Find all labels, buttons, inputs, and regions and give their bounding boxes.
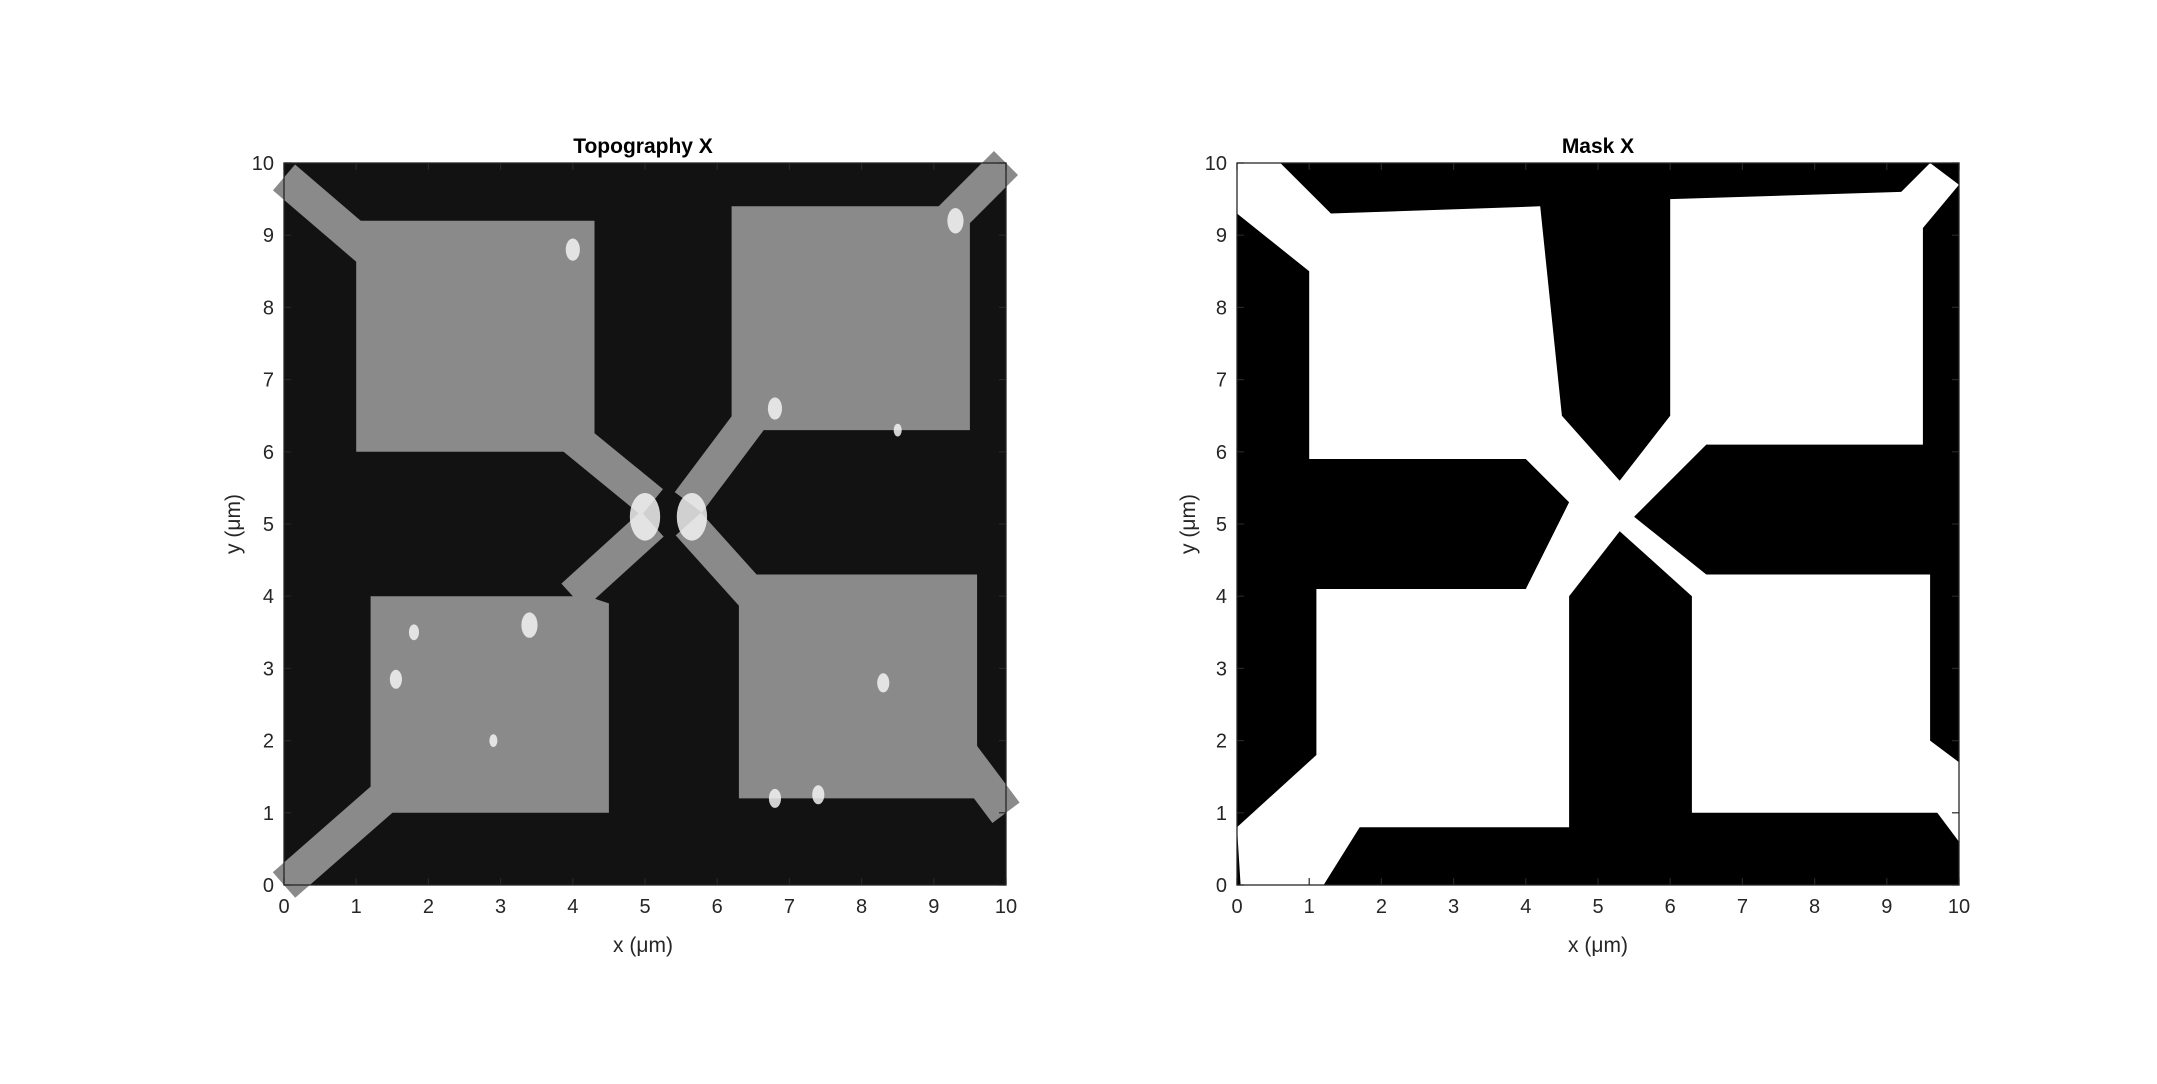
contact-pad [356, 220, 595, 452]
y-tick-label: 6 [1216, 442, 1227, 464]
y-tick-label: 9 [1216, 225, 1227, 247]
x-tick-label: 6 [1665, 896, 1676, 918]
y-tick-label: 0 [1216, 875, 1227, 897]
particle-spot [565, 238, 580, 261]
y-tick-label: 8 [1216, 297, 1227, 319]
x-tick-label: 3 [1448, 896, 1459, 918]
y-tick-label: 7 [1216, 370, 1227, 392]
mask-region [1237, 163, 1959, 885]
x-tick-label: 0 [1231, 896, 1242, 918]
lead-trace [674, 405, 767, 513]
particle-spot [676, 492, 708, 541]
y-tick-label: 1 [1216, 803, 1227, 825]
x-tick-label: 9 [928, 896, 939, 918]
mask-panel: Mask X x (μm) y (μm) 0 1 2 3 4 5 6 7 8 9 10 0 1 2 3 4 5 6… [1177, 135, 1970, 957]
y-tick-label: 3 [1216, 658, 1227, 680]
contact-pad [731, 206, 970, 431]
x-tick-label: 2 [1376, 896, 1387, 918]
particle-spot [893, 423, 902, 437]
x-tick-label: 6 [712, 896, 723, 918]
x-tick-label: 4 [1520, 896, 1531, 918]
particle-spot [389, 669, 402, 689]
x-tick-label: 3 [495, 896, 506, 918]
image-area [1237, 163, 1959, 885]
x-tick-label: 5 [1592, 896, 1603, 918]
x-tick-label: 1 [1304, 896, 1315, 918]
x-tick-label: 2 [423, 896, 434, 918]
y-tick-label: 9 [263, 225, 274, 247]
x-tick-label: 8 [856, 896, 867, 918]
particle-spot [768, 788, 782, 808]
x-tick-label: 5 [639, 896, 650, 918]
particle-spot [521, 612, 538, 638]
particle-spot [877, 673, 890, 693]
x-tick-label: 7 [1737, 896, 1748, 918]
y-tick-label: 6 [263, 442, 274, 464]
x-tick-label: 9 [1881, 896, 1892, 918]
y-tick-label: 5 [263, 514, 274, 536]
y-tick-label: 10 [1205, 153, 1227, 175]
x-tick-label: 10 [995, 896, 1017, 918]
x-tick-label: 7 [784, 896, 795, 918]
image-area [272, 150, 1020, 898]
x-tick-label: 8 [1809, 896, 1820, 918]
x-tick-label: 0 [278, 896, 289, 918]
topography-panel: Topography X x (μm) y (μm) 0 1 2 3 4 5 6 7 8 9 10 0… [222, 135, 1020, 957]
x-tick-label: 10 [1948, 896, 1970, 918]
chart-title: Topography X [573, 135, 713, 158]
contact-pad [738, 574, 978, 799]
y-axis-label: y (μm) [1177, 494, 1200, 554]
chart-title: Mask X [1562, 135, 1634, 158]
x-tick-label: 4 [567, 896, 578, 918]
y-tick-label: 0 [263, 875, 274, 897]
x-axis-label: x (μm) [1568, 934, 1628, 957]
particle-spot [767, 397, 783, 420]
particle-spot [629, 492, 661, 541]
particle-spot [489, 734, 498, 747]
y-tick-label: 4 [263, 586, 274, 608]
y-axis-label: y (μm) [222, 494, 245, 554]
y-tick-label: 2 [263, 731, 274, 753]
y-tick-label: 2 [1216, 731, 1227, 753]
contact-pad [370, 596, 609, 813]
particle-spot [947, 208, 964, 234]
y-tick-label: 3 [263, 658, 274, 680]
x-axis-label: x (μm) [613, 934, 673, 957]
particle-spot [812, 785, 825, 805]
y-tick-label: 8 [263, 297, 274, 319]
y-tick-label: 4 [1216, 586, 1227, 608]
y-tick-label: 7 [263, 370, 274, 392]
y-tick-label: 10 [252, 153, 274, 175]
particle-spot [408, 624, 420, 641]
y-tick-label: 5 [1216, 514, 1227, 536]
x-tick-label: 1 [351, 896, 362, 918]
y-tick-label: 1 [263, 803, 274, 825]
